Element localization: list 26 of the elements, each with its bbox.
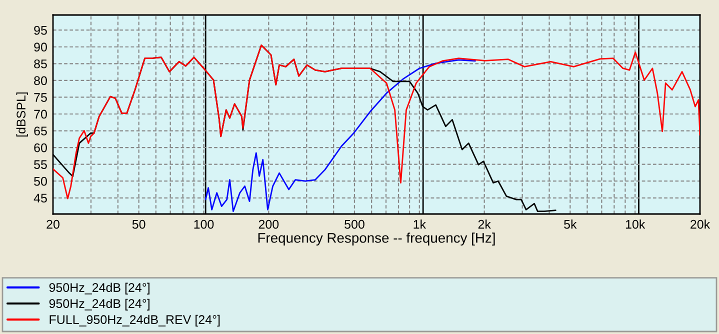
y-tick-label: 70	[34, 110, 47, 119]
legend-label: 950Hz_24dB [24°]	[49, 298, 150, 310]
x-tick-label: 2k	[478, 220, 491, 229]
x-tick-label: 20k	[690, 220, 710, 229]
x-tick-label: 200	[258, 220, 279, 229]
x-tick-label: 500	[344, 220, 364, 229]
x-tick-label: 20	[46, 220, 60, 229]
legend-label: 950Hz_24dB [24°]	[49, 282, 150, 294]
y-tick-label: 80	[34, 76, 47, 86]
x-tick-label: 10k	[626, 220, 646, 229]
y-tick-label: 55	[34, 160, 47, 169]
x-tick-label: 50	[132, 220, 146, 229]
x-tick-label: 1k	[414, 220, 426, 229]
x-axis-title: Frequency Response -- frequency [Hz]	[258, 232, 495, 246]
y-tick-label: 65	[34, 126, 47, 136]
y-tick-label: 50	[34, 176, 47, 186]
y-tick-label: 95	[34, 26, 47, 35]
legend-label: FULL_950Hz_24dB_REV [24°]	[50, 314, 220, 326]
y-tick-label: 60	[34, 143, 47, 152]
y-tick-label: 75	[34, 93, 47, 102]
x-tick-label: 5k	[564, 220, 577, 229]
y-tick-label: 45	[34, 194, 47, 203]
y-axis-title: [dBSPL]	[16, 92, 28, 137]
y-tick-label: 90	[34, 42, 47, 52]
x-tick-label: 100	[194, 220, 214, 229]
y-tick-label: 85	[34, 59, 47, 68]
